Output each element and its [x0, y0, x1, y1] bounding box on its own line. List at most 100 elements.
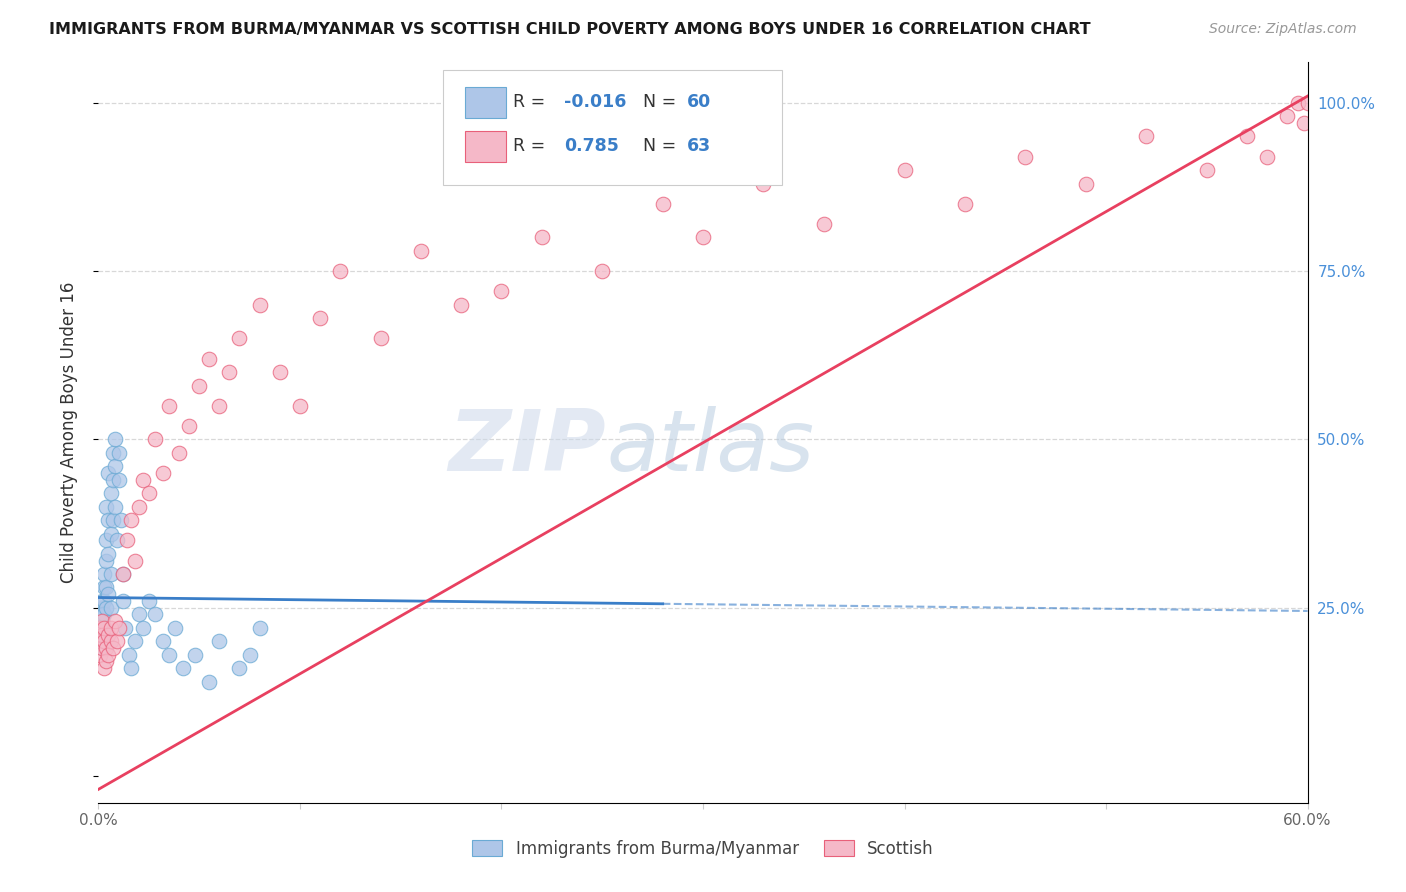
FancyBboxPatch shape — [443, 70, 782, 185]
Point — [450, 298, 472, 312]
Point — [100, 526, 122, 541]
Point — [409, 244, 432, 258]
Point — [370, 331, 392, 345]
Text: R =: R = — [513, 93, 551, 111]
Point — [218, 365, 240, 379]
Point — [1195, 163, 1218, 178]
Point — [100, 600, 122, 615]
Point — [120, 661, 142, 675]
Point — [813, 217, 835, 231]
Point — [114, 621, 136, 635]
Point — [91, 621, 114, 635]
Point — [172, 661, 194, 675]
Point — [530, 230, 553, 244]
Point — [752, 177, 775, 191]
Point — [208, 634, 231, 648]
Point — [893, 163, 915, 178]
Point — [124, 553, 146, 567]
Point — [91, 640, 114, 655]
Point — [97, 587, 120, 601]
Point — [93, 607, 115, 622]
Point — [96, 533, 118, 548]
Point — [152, 466, 174, 480]
Point — [107, 621, 129, 635]
Point — [101, 446, 124, 460]
Point — [107, 473, 129, 487]
Point — [239, 648, 262, 662]
Point — [163, 621, 186, 635]
Point — [103, 459, 125, 474]
Text: atlas: atlas — [606, 406, 814, 489]
Point — [91, 627, 114, 641]
Point — [91, 640, 114, 655]
Point — [89, 634, 111, 648]
Point — [97, 513, 120, 527]
Point — [89, 621, 111, 635]
Point — [249, 298, 271, 312]
Point — [101, 640, 124, 655]
Point — [96, 600, 118, 615]
Text: Source: ZipAtlas.com: Source: ZipAtlas.com — [1209, 22, 1357, 37]
Point — [96, 640, 118, 655]
Point — [1277, 109, 1299, 123]
Point — [89, 627, 111, 641]
Point — [105, 634, 128, 648]
Point — [103, 433, 125, 447]
Point — [228, 331, 250, 345]
Point — [91, 594, 114, 608]
Point — [93, 621, 115, 635]
Point — [89, 607, 111, 622]
Point — [124, 634, 146, 648]
Point — [128, 500, 150, 514]
Point — [97, 547, 120, 561]
Point — [103, 614, 125, 628]
Point — [1135, 129, 1157, 144]
Point — [1256, 150, 1278, 164]
Point — [491, 285, 513, 299]
Point — [138, 486, 160, 500]
Point — [103, 500, 125, 514]
Point — [179, 418, 201, 433]
Point — [132, 621, 155, 635]
Point — [228, 661, 250, 675]
Point — [93, 566, 115, 581]
Point — [269, 365, 291, 379]
Point — [1074, 177, 1097, 191]
Point — [93, 661, 115, 675]
Point — [93, 594, 115, 608]
Point — [208, 399, 231, 413]
Point — [329, 264, 352, 278]
Point — [89, 648, 111, 662]
Point — [97, 466, 120, 480]
Point — [107, 446, 129, 460]
Point — [93, 634, 115, 648]
Text: N =: N = — [643, 93, 682, 111]
Point — [96, 581, 118, 595]
Point — [105, 533, 128, 548]
Point — [89, 614, 111, 628]
Point — [91, 627, 114, 641]
Point — [96, 553, 118, 567]
Point — [91, 614, 114, 628]
Point — [953, 196, 976, 211]
Point — [143, 607, 166, 622]
Text: -0.016: -0.016 — [564, 93, 626, 111]
Point — [93, 621, 115, 635]
Point — [100, 621, 122, 635]
Point — [96, 500, 118, 514]
Point — [118, 648, 141, 662]
Text: 63: 63 — [688, 137, 711, 155]
Legend: Immigrants from Burma/Myanmar, Scottish: Immigrants from Burma/Myanmar, Scottish — [465, 833, 941, 865]
Point — [1014, 150, 1036, 164]
Point — [188, 378, 211, 392]
Point — [1296, 95, 1319, 110]
Point — [167, 446, 190, 460]
Point — [100, 486, 122, 500]
Point — [157, 648, 180, 662]
Text: IMMIGRANTS FROM BURMA/MYANMAR VS SCOTTISH CHILD POVERTY AMONG BOYS UNDER 16 CORR: IMMIGRANTS FROM BURMA/MYANMAR VS SCOTTIS… — [49, 22, 1091, 37]
Point — [132, 473, 155, 487]
Point — [97, 648, 120, 662]
Point — [111, 566, 134, 581]
Point — [1286, 95, 1309, 110]
Point — [309, 311, 332, 326]
